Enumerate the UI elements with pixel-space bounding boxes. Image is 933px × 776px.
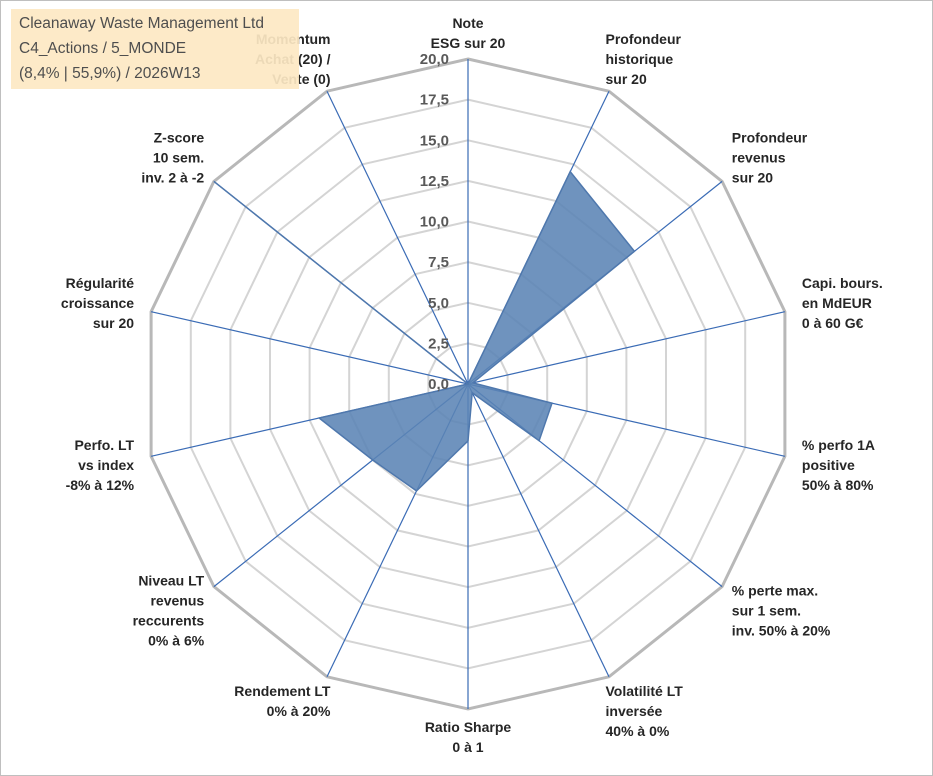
tick-label: 15,0 xyxy=(420,132,449,149)
axis-label: Capi. bours. en MdEUR 0 à 60 G€ xyxy=(802,275,883,331)
tick-label: 2,5 xyxy=(428,335,449,352)
tick-label: 0,0 xyxy=(428,376,449,393)
axis-label: Volatilité LT inversée 40% à 0% xyxy=(606,683,684,739)
tick-label: 20,0 xyxy=(420,51,449,68)
axis-label: Rendement LT 0% à 20% xyxy=(234,683,331,719)
axis-label: % perfo 1A positive 50% à 80% xyxy=(802,437,875,493)
axis-label: Régularité croissance sur 20 xyxy=(61,275,134,331)
axis-label: Note ESG sur 20 xyxy=(431,15,506,51)
tick-label: 10,0 xyxy=(420,214,449,231)
axis-labels: Note ESG sur 20 Profondeur historique sur 20… xyxy=(61,15,883,755)
chart-title-box: Cleanaway Waste Management Ltd C4_Action… xyxy=(11,9,299,89)
axis-spoke xyxy=(326,90,469,385)
radar-series xyxy=(213,170,636,492)
tick-label: 5,0 xyxy=(428,295,449,312)
radial-tick-labels: 0,0 2,5 5,0 7,5 10,0 12,5 15,0 17,5 20,0 xyxy=(420,51,449,393)
axis-spoke xyxy=(467,311,786,385)
axis-label: Profondeur historique sur 20 xyxy=(606,31,682,87)
axis-spoke xyxy=(467,383,610,678)
axis-label: % perte max. sur 1 sem. inv. 50% à 20% xyxy=(732,582,831,638)
axis-label: Ratio Sharpe 0 à 1 xyxy=(425,719,512,755)
axis-label: Profondeur revenus sur 20 xyxy=(732,130,808,186)
company-name: Cleanaway Waste Management Ltd xyxy=(19,15,264,32)
axis-label: Niveau LT revenus reccurents 0% à 6% xyxy=(133,572,205,648)
tick-label: 7,5 xyxy=(428,254,449,271)
axis-spoke xyxy=(150,311,469,385)
axis-label: Z-score 10 sem. inv. 2 à -2 xyxy=(141,130,204,186)
tick-label: 12,5 xyxy=(420,173,449,190)
tick-label: 17,5 xyxy=(420,92,449,109)
portfolio-label: C4_Actions / 5_MONDE xyxy=(19,40,187,57)
axis-label: Perfo. LT vs index -8% à 12% xyxy=(66,437,135,493)
series-area xyxy=(213,170,636,492)
period-label: (8,4% | 55,9%) / 2026W13 xyxy=(19,65,201,82)
